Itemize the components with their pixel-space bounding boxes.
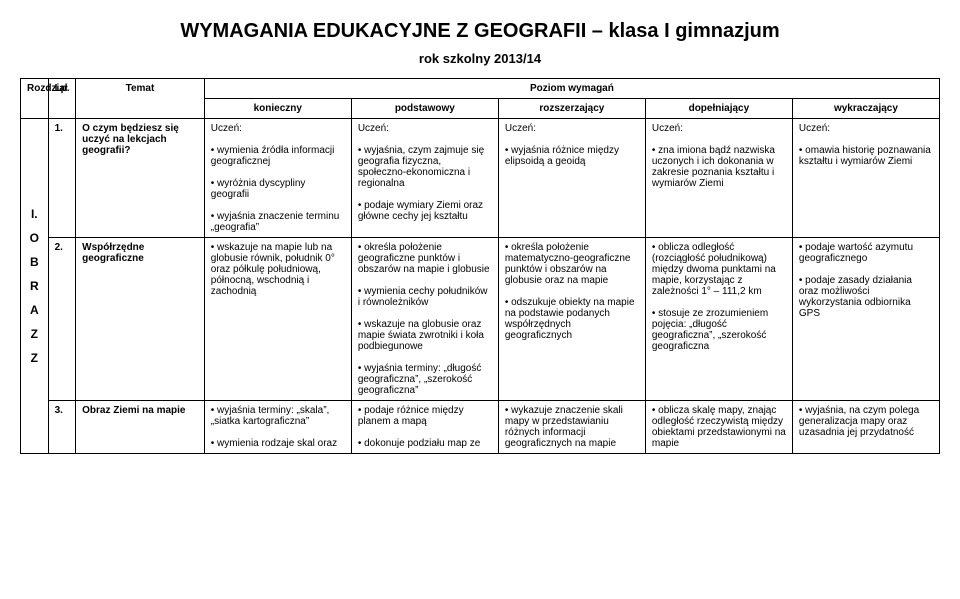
level-cell: Uczeń: • wymienia źródła informacji geog…: [204, 119, 351, 238]
section-letter: B: [27, 255, 42, 269]
row-topic: O czym będziesz się uczyć na lekcjach ge…: [76, 119, 205, 238]
row-topic: Obraz Ziemi na mapie: [76, 401, 205, 454]
section-letter: Z: [27, 327, 42, 341]
header-level-4: wykraczający: [792, 99, 939, 119]
level-cell: • oblicza skalę mapy, znając odległość r…: [645, 401, 792, 454]
header-level-0: konieczny: [204, 99, 351, 119]
level-cell: • wyjaśnia, na czym polega generalizacja…: [792, 401, 939, 454]
page-title: WYMAGANIA EDUKACYJNE Z GEOGRAFII – klasa…: [20, 20, 940, 43]
section-letter: I.: [27, 207, 42, 221]
row-topic: Współrzędne geograficzne: [76, 238, 205, 401]
page-subtitle: rok szkolny 2013/14: [20, 51, 940, 66]
section-letter: Z: [27, 351, 42, 365]
section-letter: O: [27, 231, 42, 245]
level-cell: • określa położenie geograficzne punktów…: [351, 238, 498, 401]
section-column: I.OBRAZZ: [21, 119, 49, 454]
header-level-1: podstawowy: [351, 99, 498, 119]
section-letter: A: [27, 303, 42, 317]
table-row: I.OBRAZZ1.O czym będziesz się uczyć na l…: [21, 119, 940, 238]
level-cell: Uczeń: • omawia historię poznawania kszt…: [792, 119, 939, 238]
level-cell: • oblicza odległość (rozciągłość południ…: [645, 238, 792, 401]
header-temat: Temat: [76, 79, 205, 119]
table-row: 3.Obraz Ziemi na mapie• wyjaśnia terminy…: [21, 401, 940, 454]
row-lp: 1.: [48, 119, 76, 238]
level-cell: • określa położenie matematyczno-geograf…: [498, 238, 645, 401]
level-cell: • wskazuje na mapie lub na globusie równ…: [204, 238, 351, 401]
header-level-3: dopełniający: [645, 99, 792, 119]
header-rozdzial: Rozdział: [21, 79, 49, 119]
requirements-table: Rozdział Lp. Temat Poziom wymagań koniec…: [20, 78, 940, 454]
section-letter: R: [27, 279, 42, 293]
level-cell: • podaje wartość azymutu geograficznego …: [792, 238, 939, 401]
header-level-2: rozszerzający: [498, 99, 645, 119]
level-cell: Uczeń: • wyjaśnia różnice między elipsoi…: [498, 119, 645, 238]
row-lp: 3.: [48, 401, 76, 454]
header-poziom: Poziom wymagań: [204, 79, 939, 99]
level-cell: • wykazuje znaczenie skali mapy w przeds…: [498, 401, 645, 454]
table-row: 2.Współrzędne geograficzne• wskazuje na …: [21, 238, 940, 401]
level-cell: Uczeń: • wyjaśnia, czym zajmuje się geog…: [351, 119, 498, 238]
row-lp: 2.: [48, 238, 76, 401]
level-cell: • wyjaśnia terminy: „skala”, „siatka kar…: [204, 401, 351, 454]
level-cell: • podaje różnice między planem a mapą • …: [351, 401, 498, 454]
level-cell: Uczeń: • zna imiona bądź nazwiska uczony…: [645, 119, 792, 238]
